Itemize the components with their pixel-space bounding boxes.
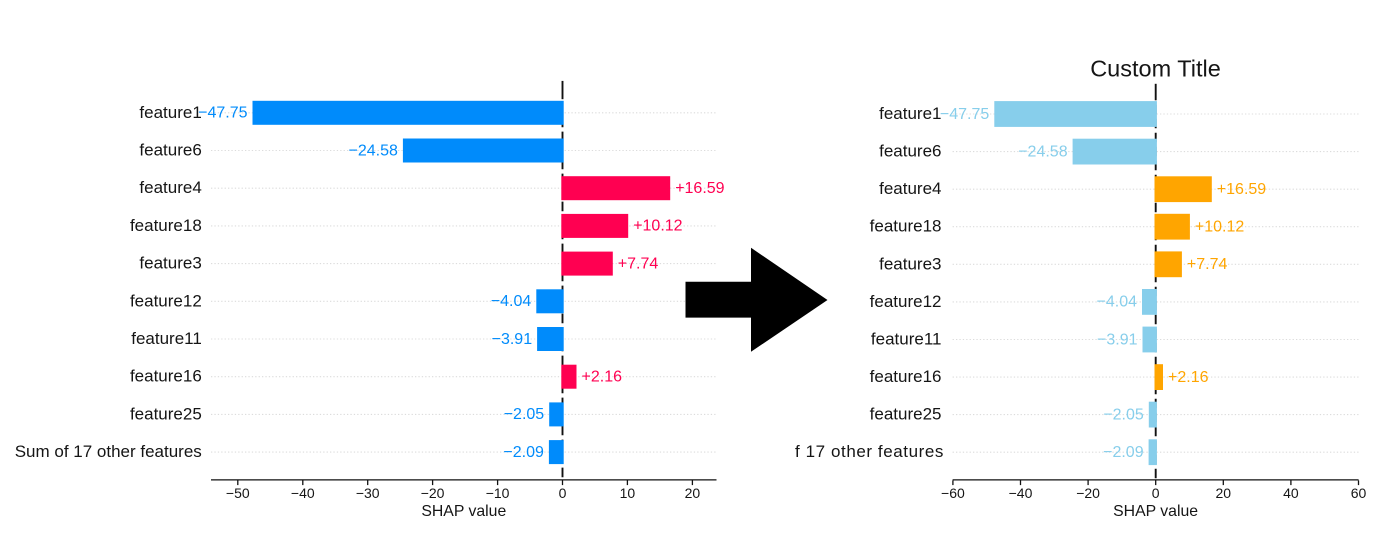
- svg-text:−2.05: −2.05: [504, 406, 545, 423]
- svg-text:−20: −20: [1076, 485, 1100, 501]
- svg-text:10: 10: [620, 485, 636, 501]
- svg-text:feature11: feature11: [131, 329, 202, 348]
- svg-text:−4.04: −4.04: [491, 293, 532, 310]
- svg-text:20: 20: [685, 485, 701, 501]
- svg-text:−47.75: −47.75: [940, 106, 989, 123]
- svg-text:Sum of 17 other features: Sum of 17 other features: [15, 442, 202, 461]
- svg-text:feature3: feature3: [139, 254, 201, 273]
- svg-text:−24.58: −24.58: [349, 142, 398, 159]
- svg-text:+2.16: +2.16: [582, 369, 623, 386]
- svg-text:feature18: feature18: [870, 217, 942, 236]
- svg-text:+7.74: +7.74: [1187, 256, 1228, 273]
- svg-text:−40: −40: [1009, 485, 1033, 501]
- svg-text:feature25: feature25: [870, 405, 942, 424]
- svg-text:−3.91: −3.91: [492, 331, 533, 348]
- svg-text:feature4: feature4: [879, 179, 941, 198]
- svg-text:−60: −60: [941, 485, 965, 501]
- svg-text:Custom Title: Custom Title: [1090, 56, 1221, 82]
- svg-text:−30: −30: [356, 485, 380, 501]
- svg-text:−2.09: −2.09: [503, 444, 544, 461]
- svg-text:+2.16: +2.16: [1168, 369, 1209, 386]
- svg-text:feature25: feature25: [130, 404, 202, 423]
- svg-text:−3.91: −3.91: [1097, 331, 1138, 348]
- svg-text:60: 60: [1351, 485, 1367, 501]
- svg-text:0: 0: [559, 485, 567, 501]
- svg-text:feature18: feature18: [130, 216, 202, 235]
- svg-text:feature12: feature12: [870, 292, 942, 311]
- svg-text:f 17 other features: f 17 other features: [795, 442, 944, 461]
- svg-text:feature3: feature3: [879, 254, 941, 273]
- svg-text:feature16: feature16: [130, 367, 202, 386]
- svg-text:−40: −40: [291, 485, 315, 501]
- svg-text:feature4: feature4: [139, 178, 201, 197]
- svg-text:40: 40: [1283, 485, 1299, 501]
- svg-text:+16.59: +16.59: [1217, 181, 1266, 198]
- svg-text:+7.74: +7.74: [618, 255, 659, 272]
- svg-text:−20: −20: [421, 485, 445, 501]
- svg-text:+10.12: +10.12: [633, 218, 682, 235]
- svg-text:−24.58: −24.58: [1018, 143, 1067, 160]
- svg-text:feature1: feature1: [879, 104, 941, 123]
- svg-text:feature12: feature12: [130, 291, 202, 310]
- svg-text:−10: −10: [486, 485, 510, 501]
- svg-text:0: 0: [1152, 485, 1160, 501]
- svg-text:SHAP value: SHAP value: [421, 503, 506, 520]
- svg-text:−47.75: −47.75: [198, 105, 247, 122]
- svg-text:feature11: feature11: [871, 330, 942, 349]
- svg-text:feature1: feature1: [139, 103, 201, 122]
- svg-text:+16.59: +16.59: [675, 180, 724, 197]
- svg-text:−50: −50: [226, 485, 250, 501]
- svg-text:feature16: feature16: [870, 367, 942, 386]
- svg-text:−2.09: −2.09: [1103, 444, 1144, 461]
- svg-text:−2.05: −2.05: [1103, 406, 1144, 423]
- svg-text:−4.04: −4.04: [1097, 294, 1138, 311]
- svg-text:SHAP value: SHAP value: [1113, 503, 1198, 520]
- svg-text:+10.12: +10.12: [1195, 219, 1244, 236]
- svg-text:feature6: feature6: [139, 141, 201, 160]
- svg-text:feature6: feature6: [879, 142, 941, 161]
- svg-text:20: 20: [1216, 485, 1232, 501]
